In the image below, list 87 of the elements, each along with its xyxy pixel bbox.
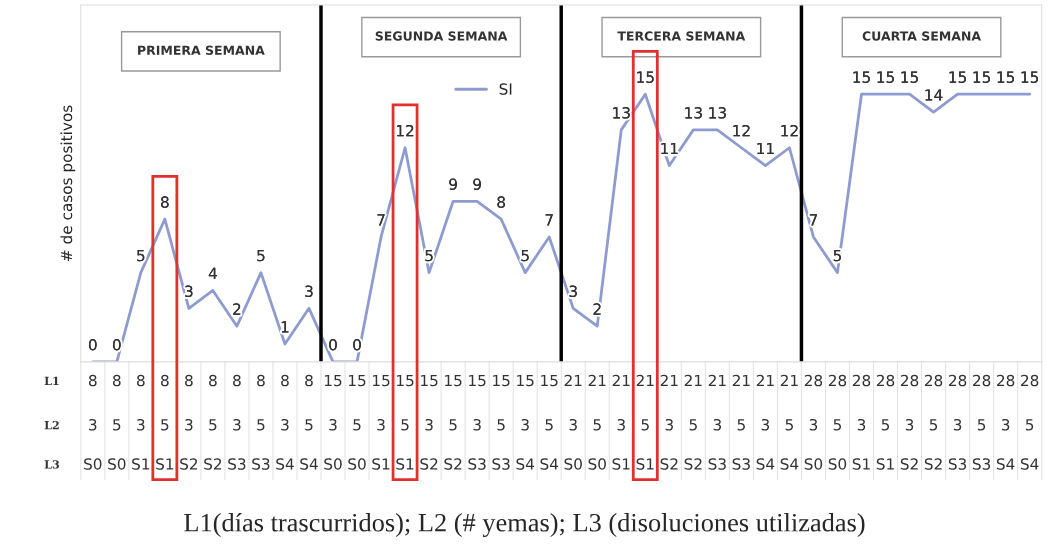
category-label: 21 5 S2	[684, 374, 702, 470]
data-label: 8	[497, 196, 505, 208]
data-label: 5	[521, 249, 529, 262]
data-label: 8	[161, 196, 169, 208]
category-label: 15 3 S4	[516, 374, 535, 470]
category-label: 21 5 S0	[588, 374, 606, 470]
category-label: 21 5 S1	[636, 374, 654, 470]
data-label: 13	[709, 107, 726, 119]
category-label: 8 5 S0	[108, 374, 126, 470]
data-label: 3	[185, 285, 193, 298]
category-label: 15 3 S1	[372, 374, 390, 470]
data-label: 4	[208, 267, 217, 279]
annotation: SEGUNDA SEMANA	[375, 31, 508, 41]
category-label: 28 3 S0	[804, 374, 823, 470]
text: L1(días trascurridos); L2 (# yemas); L3 (disoluciones utilizadas)	[184, 513, 865, 538]
category-label: 21 3 S4	[756, 374, 775, 470]
category-label: 8 5 S1	[156, 374, 174, 470]
text: L1	[44, 376, 59, 385]
data-label: 11	[757, 142, 774, 155]
data-label: 15	[1021, 71, 1039, 83]
data-label: 9	[473, 178, 481, 190]
category-label: 28 5 S3	[972, 374, 991, 470]
category-label: 15 3 S2	[420, 374, 438, 470]
data-label: 12	[781, 124, 798, 137]
category-label: 21 3 S3	[708, 374, 726, 470]
category-label: 28 3 S2	[900, 374, 919, 470]
category-label: 8 3 S1	[132, 374, 150, 470]
category-label: 8 5 S3	[252, 374, 270, 470]
data-label: 9	[449, 178, 457, 190]
data-label: 15	[637, 71, 654, 83]
data-label: 2	[233, 303, 241, 315]
data-label: 0	[88, 339, 97, 351]
category-label: 8 5 S4	[300, 374, 318, 470]
data-label: 7	[377, 214, 385, 226]
category-label: 21 3 S0	[564, 374, 582, 470]
data-label: 0	[112, 339, 121, 351]
category-label: 15 5 S4	[540, 374, 559, 470]
annotation: TERCERA SEMANA	[617, 31, 746, 41]
category-label: 15 5 S1	[396, 374, 414, 470]
category-label: 15 5 S3	[492, 374, 510, 470]
category-label: 8 3 S0	[84, 374, 102, 470]
data-label: 2	[593, 303, 601, 315]
data-label: 15	[997, 71, 1015, 83]
data-label: 7	[809, 214, 817, 226]
category-label: 28 5 S0	[828, 374, 847, 470]
category-label: 28 3 S3	[948, 374, 967, 470]
category-label: 8 3 S3	[228, 374, 246, 470]
category-label: 28 5 S4	[1020, 374, 1039, 470]
category-label: 8 5 S2	[204, 374, 222, 470]
category-label: 28 3 S4	[996, 374, 1015, 470]
text: L3	[44, 460, 60, 469]
category-label: 8 3 S2	[180, 374, 198, 470]
data-label: 15	[901, 71, 918, 83]
category-label: 15 3 S0	[324, 374, 342, 470]
category-label: 21 5 S4	[780, 374, 799, 470]
data-label: 0	[353, 339, 361, 351]
data-label: 3	[305, 285, 313, 298]
data-label: 5	[137, 249, 145, 262]
category-label: 28 5 S1	[876, 374, 895, 470]
category-label: 15 5 S0	[348, 374, 366, 470]
data-label: 13	[613, 107, 630, 119]
category-label: 21 5 S3	[732, 374, 750, 470]
data-label: 12	[733, 124, 750, 137]
data-label: 15	[949, 71, 966, 83]
category-label: 15 3 S3	[468, 374, 486, 470]
data-label: 5	[257, 249, 265, 262]
data-label: 13	[685, 107, 702, 119]
data-label: 15	[853, 71, 870, 83]
data-label: 7	[545, 214, 553, 226]
annotation: PRIMERA SEMANA	[138, 45, 265, 56]
category-label: 8 3 S4	[276, 374, 294, 470]
data-label: 0	[329, 339, 337, 351]
category-label: 28 5 S2	[924, 374, 943, 470]
legend-label: SI	[499, 83, 512, 95]
annotation: CUARTA SEMANA	[862, 31, 982, 41]
category-label: 21 3 S1	[612, 374, 630, 470]
category-label: 15 5 S2	[444, 374, 462, 470]
data-label: 3	[569, 285, 577, 298]
data-label: 1	[281, 321, 289, 333]
data-label: 14	[925, 89, 943, 101]
data-label: 15	[877, 71, 894, 83]
category-label: 28 3 S1	[852, 374, 871, 470]
data-label: 15	[973, 71, 990, 83]
data-label: 12	[397, 124, 414, 137]
y-axis-title: # de casos positivos	[60, 105, 76, 261]
category-label: 21 3 S2	[660, 374, 678, 470]
text: L2	[44, 420, 59, 430]
